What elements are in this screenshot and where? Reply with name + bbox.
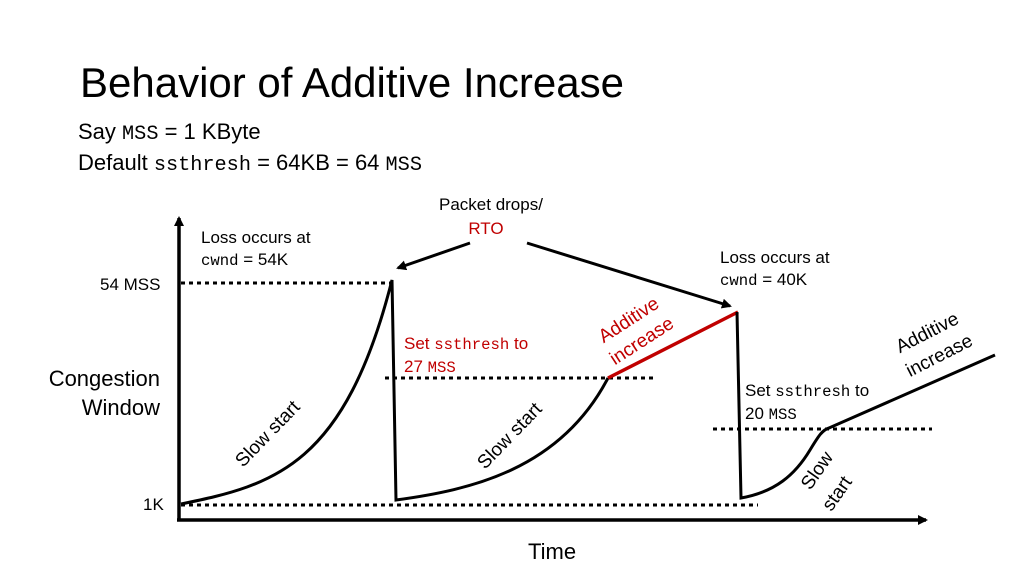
y-tick-1k: 1K <box>143 495 164 514</box>
set2-prefix: Set <box>745 381 776 400</box>
slide-title: Behavior of Additive Increase <box>80 59 624 106</box>
loss-annotation-2-line1: Loss occurs at <box>720 248 830 267</box>
mss-variable: MSS <box>122 123 159 146</box>
loss-annotation-1-line1: Loss occurs at <box>201 228 311 247</box>
ssthresh-default-value: = 64KB = 64 <box>250 150 386 175</box>
ssthresh-default-prefix: Default <box>78 150 154 175</box>
set2-value: 20 <box>745 404 769 423</box>
ssthresh-default: Default ssthresh = 64KB = 64 MSS <box>78 149 422 180</box>
y-axis-label-line2: Window <box>81 395 160 420</box>
drop-arrow-right <box>526 241 732 309</box>
y-axis-label-line1: Congestion <box>48 366 160 391</box>
set2-unit: MSS <box>768 406 797 424</box>
set1-var: ssthresh <box>434 336 510 354</box>
slow-start-label-2: Slow start <box>474 398 548 473</box>
loss-annotation-2-value: = 40K <box>757 270 808 289</box>
mss-definition-value: = 1 KByte <box>158 119 261 144</box>
set1-value: 27 <box>404 357 428 376</box>
drop-arrow-left <box>396 241 471 271</box>
packet-drops-line1: Packet drops/ <box>439 195 543 214</box>
set2-var: ssthresh <box>775 383 851 401</box>
loss-annotation-1-value: = 54K <box>238 250 289 269</box>
packet-drops-label: Packet drops/ RTO <box>439 194 543 240</box>
set1-unit: MSS <box>427 359 456 377</box>
mss-definition-prefix: Say <box>78 119 123 144</box>
loss-annotation-1: Loss occurs at cwnd = 54K <box>201 227 311 272</box>
y-tick-54mss: 54 MSS <box>100 275 161 294</box>
ssthresh-default-unit: MSS <box>385 154 422 177</box>
additive-increase-segment-1 <box>607 310 739 380</box>
loss-annotation-2: Loss occurs at cwnd = 40K <box>720 247 830 292</box>
loss-annotation-1-var: cwnd <box>201 252 239 270</box>
mss-definition: Say MSS = 1 KByte <box>78 118 261 149</box>
rto-label: RTO <box>468 219 504 238</box>
x-axis-label: Time <box>528 539 577 564</box>
congestion-window-curve-2 <box>735 311 996 500</box>
slow-start-label-1: Slow start <box>232 396 306 471</box>
set2-to: to <box>850 381 870 400</box>
set1-to: to <box>509 334 529 353</box>
congestion-window-curve <box>180 279 610 506</box>
set-ssthresh-annotation-2: Set ssthresh to 20 MSS <box>745 380 869 426</box>
y-axis-label: Congestion Window <box>28 364 160 422</box>
set1-prefix: Set <box>404 334 435 353</box>
ssthresh-variable: ssthresh <box>153 154 251 177</box>
loss-annotation-2-var: cwnd <box>720 272 758 290</box>
set-ssthresh-annotation-1: Set ssthresh to 27 MSS <box>404 333 528 379</box>
